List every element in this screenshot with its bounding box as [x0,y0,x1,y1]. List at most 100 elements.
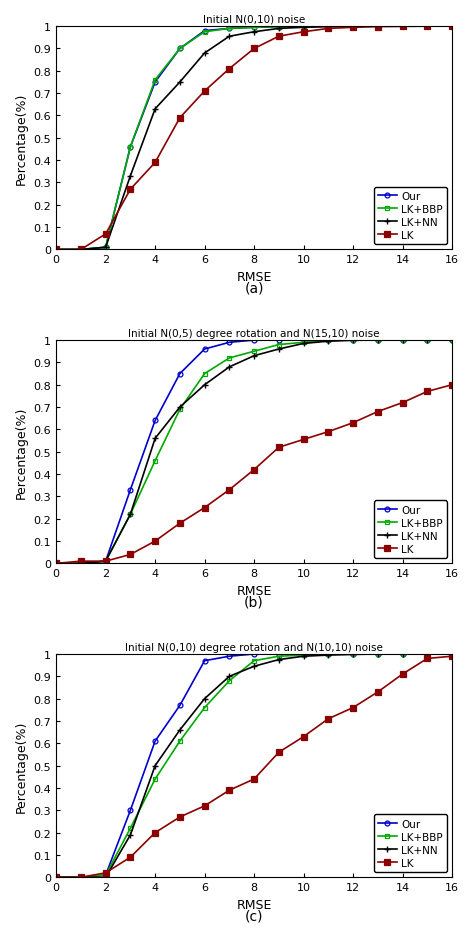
LK+BBP [251,655,257,666]
LK+BBP [152,456,158,467]
LK [103,556,109,567]
LK [375,687,381,698]
LK [177,113,182,124]
Our [227,651,232,662]
LK+BBP [350,649,356,660]
LK+BBP [400,22,405,33]
Our [400,22,405,33]
LK+NN [375,22,381,33]
LK [326,23,331,35]
Our [375,335,381,346]
Our [276,649,282,660]
LK+BBP [424,649,430,660]
LK [53,244,59,256]
LK [152,535,158,547]
LK+BBP [202,369,208,380]
LK [449,22,455,33]
LK [227,784,232,796]
LK+NN [400,649,405,660]
Y-axis label: Percentage(%): Percentage(%) [15,720,28,812]
LK+NN [326,336,331,347]
Line: LK: LK [54,653,455,880]
Our [326,335,331,346]
LK+NN [53,871,59,883]
LK [326,427,331,438]
Our [78,558,84,569]
X-axis label: RMSE: RMSE [237,271,272,284]
Our [301,649,306,660]
Our [449,335,455,346]
LK [128,549,133,561]
Our [449,649,455,660]
LK+BBP [103,556,109,567]
Our [78,871,84,883]
LK+BBP [78,558,84,569]
Legend: Our, LK+BBP, LK+NN, LK: Our, LK+BBP, LK+NN, LK [374,501,447,559]
Our [202,344,208,356]
Our [301,335,306,346]
LK+BBP [375,335,381,346]
LK+NN [128,509,133,520]
LK+NN [227,671,232,682]
Our [103,242,109,254]
LK+NN [227,32,232,43]
LK+BBP [227,23,232,35]
Our [152,736,158,747]
LK [103,868,109,879]
LK+BBP [301,22,306,33]
LK [301,27,306,38]
LK+NN [424,649,430,660]
Our [53,558,59,569]
LK+NN [251,351,257,362]
Title: Initial N(0,10) degree rotation and N(10,10) noise: Initial N(0,10) degree rotation and N(10… [125,642,383,652]
Our [424,22,430,33]
LK+BBP [350,22,356,33]
LK+NN [276,654,282,665]
LK+BBP [227,353,232,364]
LK [326,713,331,724]
Line: LK+NN: LK+NN [53,651,456,881]
LK [449,380,455,391]
LK+NN [202,380,208,391]
Our [103,556,109,567]
LK+BBP [78,244,84,256]
Our [326,22,331,33]
LK+BBP [202,702,208,713]
LK [251,44,257,55]
LK+BBP [53,871,59,883]
LK+NN [103,242,109,254]
LK+BBP [276,22,282,33]
LK+BBP [177,44,182,55]
Our [227,337,232,348]
Our [251,335,257,346]
LK [350,417,356,429]
Y-axis label: Percentage(%): Percentage(%) [15,406,28,498]
LK [375,22,381,33]
Our [128,805,133,816]
LK [276,442,282,453]
LK+BBP [301,337,306,348]
Our [424,335,430,346]
LK [424,653,430,665]
LK [400,22,405,33]
Line: LK+BBP: LK+BBP [54,338,455,566]
LK+NN [227,362,232,373]
LK+BBP [128,823,133,834]
LK+NN [53,244,59,256]
LK+NN [251,661,257,672]
Title: Initial N(0,5) degree rotation and N(15,10) noise: Initial N(0,5) degree rotation and N(15,… [128,329,380,339]
LK+NN [301,651,306,662]
LK+BBP [78,871,84,883]
LK [202,800,208,812]
Legend: Our, LK+BBP, LK+NN, LK: Our, LK+BBP, LK+NN, LK [374,814,447,872]
LK+BBP [103,870,109,881]
LK [400,668,405,680]
LK+NN [78,244,84,256]
Our [202,26,208,37]
LK [251,773,257,784]
LK [53,558,59,569]
Line: Our: Our [54,651,455,880]
LK+BBP [326,335,331,346]
LK [276,32,282,43]
Our [251,649,257,660]
